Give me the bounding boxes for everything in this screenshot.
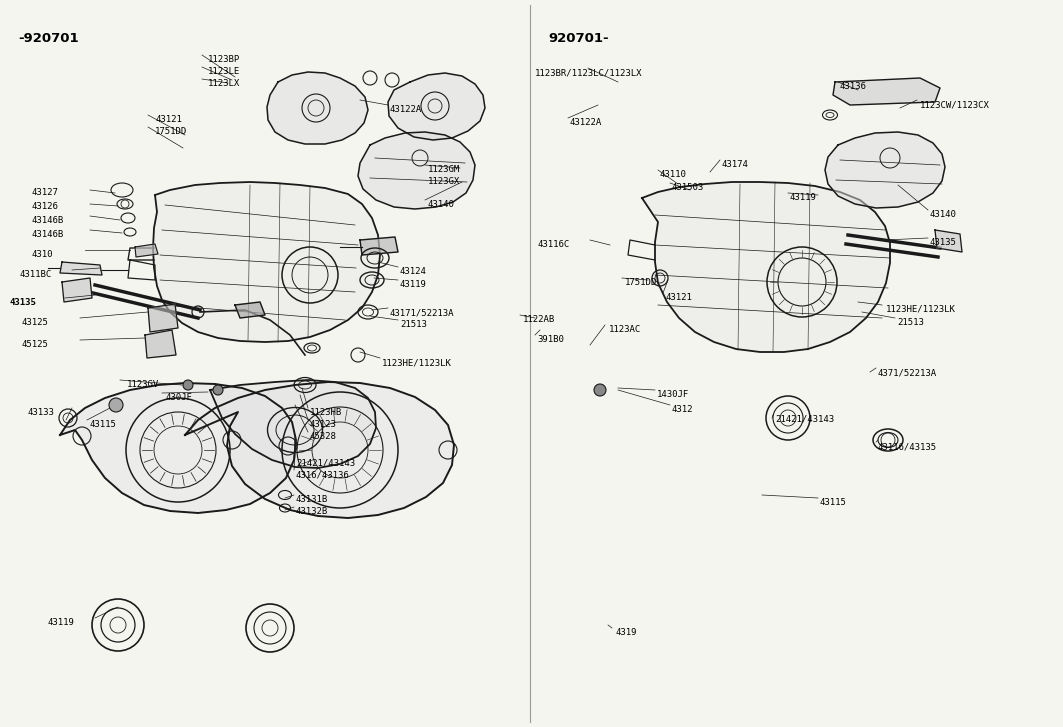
Text: 43131B: 43131B <box>296 495 328 504</box>
Text: 43115: 43115 <box>820 498 847 507</box>
Polygon shape <box>60 262 102 275</box>
Text: 1123CW/1123CX: 1123CW/1123CX <box>919 100 990 109</box>
Polygon shape <box>833 78 940 105</box>
Text: 1123HE/1123LK: 1123HE/1123LK <box>885 305 956 314</box>
Text: 1123LE: 1123LE <box>208 67 240 76</box>
Text: 43140: 43140 <box>428 200 455 209</box>
Text: 1123HB: 1123HB <box>310 408 342 417</box>
Text: 43127: 43127 <box>32 188 58 197</box>
Text: 4371/52213A: 4371/52213A <box>878 368 938 377</box>
Polygon shape <box>642 182 890 352</box>
Polygon shape <box>358 132 475 209</box>
Text: 45328: 45328 <box>310 432 337 441</box>
Text: 21513: 21513 <box>400 320 427 329</box>
Text: 1123BP: 1123BP <box>208 55 240 64</box>
Text: 1123BR/1123LC/1123LX: 1123BR/1123LC/1123LX <box>535 68 642 77</box>
Polygon shape <box>135 244 158 257</box>
Text: 1123GM: 1123GM <box>428 165 460 174</box>
Text: 43140: 43140 <box>930 210 957 219</box>
Text: 431503: 431503 <box>672 183 705 192</box>
Text: 1751DD: 1751DD <box>155 127 187 136</box>
Text: 1123GX: 1123GX <box>428 177 460 186</box>
Text: 4319: 4319 <box>615 628 637 637</box>
Text: 4312: 4312 <box>672 405 693 414</box>
Text: 43174: 43174 <box>722 160 748 169</box>
Text: 43121: 43121 <box>155 115 182 124</box>
Text: 43132B: 43132B <box>296 507 328 516</box>
Text: 43110: 43110 <box>660 170 687 179</box>
Text: 43119: 43119 <box>790 193 816 202</box>
Text: 43119: 43119 <box>400 280 427 289</box>
Text: 43135: 43135 <box>930 238 957 247</box>
Text: 43133: 43133 <box>28 408 55 417</box>
Text: 43119: 43119 <box>48 618 74 627</box>
Polygon shape <box>62 278 92 302</box>
Polygon shape <box>935 230 962 252</box>
Text: 43146B: 43146B <box>32 230 64 239</box>
Text: 430JF: 430JF <box>165 393 192 402</box>
Text: 43122A: 43122A <box>570 118 603 127</box>
Text: 1751DD: 1751DD <box>625 278 657 287</box>
Polygon shape <box>267 72 368 144</box>
Text: 1122AB: 1122AB <box>523 315 555 324</box>
Text: 1430JF: 1430JF <box>657 390 689 399</box>
Text: 1123AC: 1123AC <box>609 325 641 334</box>
Text: 43121: 43121 <box>667 293 693 302</box>
Circle shape <box>109 398 123 412</box>
Text: 43146B: 43146B <box>32 216 64 225</box>
Text: 1123HE/1123LK: 1123HE/1123LK <box>382 358 452 367</box>
Polygon shape <box>360 237 398 255</box>
Text: 4310: 4310 <box>32 250 53 259</box>
Polygon shape <box>145 330 176 358</box>
Text: 43125: 43125 <box>22 318 49 327</box>
Polygon shape <box>235 302 265 318</box>
Polygon shape <box>210 380 376 468</box>
Polygon shape <box>185 382 454 518</box>
Text: 391B0: 391B0 <box>537 335 563 344</box>
Polygon shape <box>388 73 485 140</box>
Text: 920701-: 920701- <box>549 32 609 45</box>
Text: 21513: 21513 <box>897 318 924 327</box>
Circle shape <box>594 384 606 396</box>
Text: 1123LX: 1123LX <box>208 79 240 88</box>
Text: 21421/43143: 21421/43143 <box>296 458 355 467</box>
Text: 1123GV: 1123GV <box>126 380 159 389</box>
Text: -920701: -920701 <box>18 32 79 45</box>
Text: 43126: 43126 <box>32 202 58 211</box>
Circle shape <box>183 380 193 390</box>
Polygon shape <box>825 132 945 208</box>
Circle shape <box>213 385 223 395</box>
Polygon shape <box>153 182 379 342</box>
Text: 4316/43136: 4316/43136 <box>296 470 350 479</box>
Text: 43124: 43124 <box>400 267 427 276</box>
Text: 43136: 43136 <box>840 82 866 91</box>
Text: 45125: 45125 <box>22 340 49 349</box>
Text: 21421/43143: 21421/43143 <box>775 415 834 424</box>
Polygon shape <box>60 383 296 513</box>
Text: 43122A: 43122A <box>390 105 422 114</box>
Polygon shape <box>148 304 178 332</box>
Text: 43171/52213A: 43171/52213A <box>390 308 455 317</box>
Text: 43135: 43135 <box>10 298 37 307</box>
Text: 43123: 43123 <box>310 420 337 429</box>
Text: 43116C: 43116C <box>537 240 570 249</box>
Text: 43115: 43115 <box>90 420 117 429</box>
Text: 4311BC: 4311BC <box>20 270 52 279</box>
Text: 43116/43135: 43116/43135 <box>878 442 938 451</box>
